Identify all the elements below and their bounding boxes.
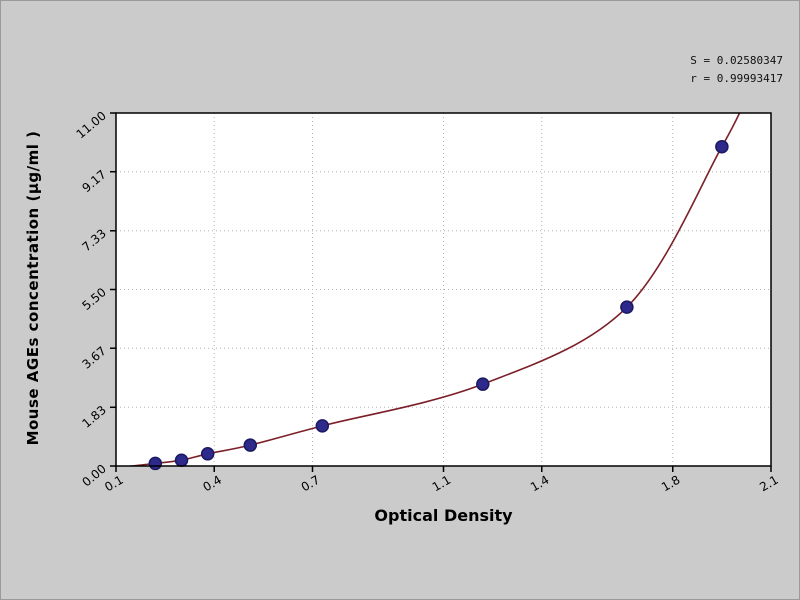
- x-tick-label: 0.7: [299, 473, 323, 495]
- stat-correlation: r = 0.99993417: [690, 72, 783, 85]
- x-tick-label: 1.8: [659, 473, 683, 495]
- data-point: [174, 453, 189, 467]
- data-point: [620, 300, 634, 314]
- y-tick-label: 3.67: [79, 344, 108, 372]
- x-axis-title: Optical Density: [374, 506, 513, 525]
- data-point: [476, 377, 490, 391]
- x-tick-label: 1.1: [430, 473, 454, 495]
- x-tick-label: 2.1: [757, 473, 781, 495]
- x-tick-label: 0.1: [102, 473, 126, 495]
- data-point: [315, 419, 330, 433]
- y-tick-label: 11.00: [74, 109, 109, 142]
- y-tick-label: 7.33: [79, 226, 108, 254]
- y-axis-title: Mouse AGEs concentration (µg/ml ): [24, 130, 42, 446]
- data-point: [715, 139, 729, 154]
- data-point: [200, 447, 215, 461]
- y-tick-label: 1.83: [79, 403, 108, 431]
- y-tick-label: 5.50: [79, 285, 108, 313]
- stat-standard-error: S = 0.02580347: [690, 54, 783, 67]
- x-tick-label: 1.4: [528, 473, 552, 495]
- data-point: [148, 456, 163, 471]
- x-tick-label: 0.4: [200, 473, 224, 495]
- data-point: [243, 438, 258, 452]
- y-tick-label: 9.17: [79, 167, 108, 195]
